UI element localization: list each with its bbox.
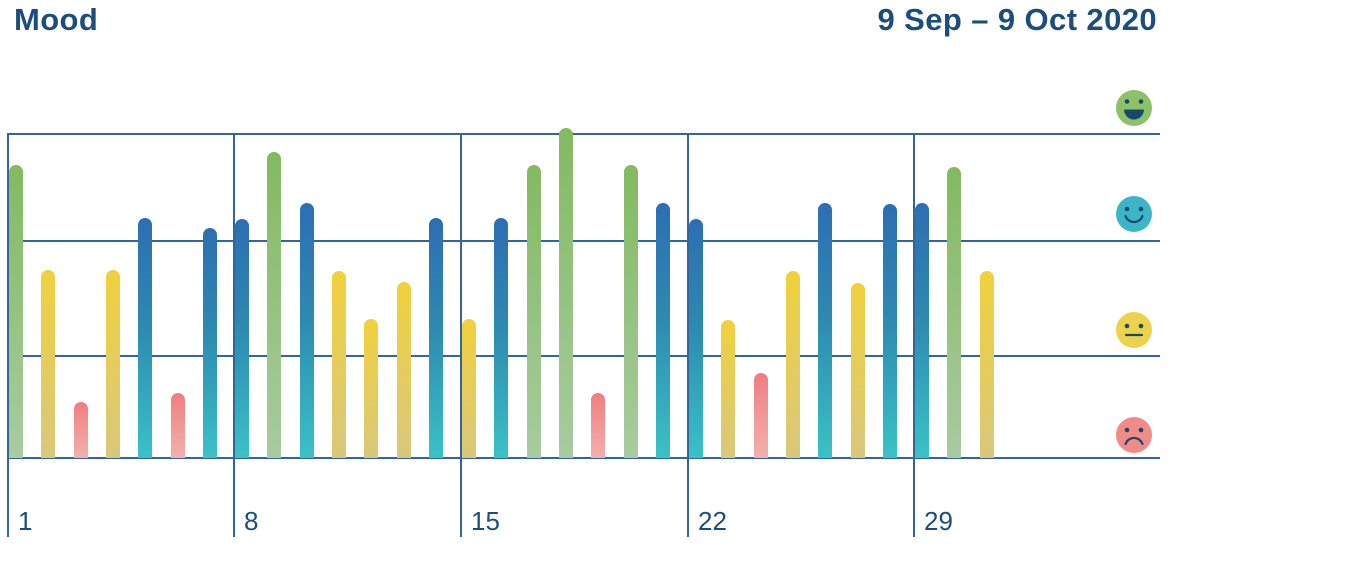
gridline-good-level [7, 240, 1160, 242]
week-divider-2 [233, 133, 235, 537]
mood-bar-day-24 [753, 372, 768, 458]
mood-bar-day-27 [850, 283, 865, 458]
mood-bar-day-2 [41, 270, 56, 458]
mood-chart [7, 128, 1160, 537]
mood-bar-day-6 [170, 393, 185, 458]
week-divider-3 [460, 133, 462, 537]
gridline-happy-level [7, 133, 1160, 135]
mood-bar-day-8 [235, 219, 249, 458]
week-label-8: 8 [244, 506, 259, 536]
week-label-15: 15 [471, 506, 500, 536]
date-range-label: 9 Sep – 9 Oct 2020 [877, 2, 1157, 37]
mood-bar-day-17 [526, 164, 541, 458]
mood-bar-day-7 [203, 228, 218, 458]
mood-bar-day-16 [494, 218, 509, 458]
mood-bar-day-15 [462, 319, 476, 458]
mood-bar-day-30 [947, 167, 962, 458]
mood-bar-day-11 [332, 271, 347, 458]
mood-bar-day-31 [979, 271, 994, 458]
week-label-22: 22 [698, 506, 727, 536]
smiling-face-icon [1116, 196, 1152, 232]
mood-bar-day-12 [364, 319, 379, 458]
mood-bar-day-26 [818, 202, 833, 458]
sad-face-icon [1116, 417, 1152, 453]
mood-bar-day-25 [786, 271, 801, 458]
week-divider-4 [687, 133, 689, 537]
gridline-neutral-level [7, 355, 1160, 357]
mood-legend [1112, 0, 1156, 575]
mood-bar-day-22 [689, 219, 703, 458]
mood-bar-day-1 [9, 164, 23, 458]
week-label-29: 29 [924, 506, 953, 536]
mood-bar-day-21 [656, 202, 671, 458]
week-label-1: 1 [18, 506, 33, 536]
mood-bar-day-14 [429, 218, 444, 458]
mood-bar-day-13 [396, 281, 411, 458]
mood-bar-day-23 [721, 319, 736, 458]
mood-bar-day-4 [106, 270, 121, 458]
mood-bar-day-19 [591, 393, 606, 458]
mood-bar-day-18 [559, 128, 574, 458]
happy-face-icon [1116, 90, 1152, 126]
neutral-face-icon [1116, 312, 1152, 348]
week-divider-1 [7, 133, 9, 537]
mood-bar-day-10 [299, 202, 314, 458]
mood-bar-day-29 [915, 202, 929, 458]
mood-bar-day-20 [623, 164, 638, 458]
mood-bar-day-9 [267, 151, 282, 458]
mood-bar-day-5 [138, 218, 153, 458]
gridline-baseline [7, 457, 1160, 459]
mood-bar-day-28 [883, 203, 898, 458]
week-divider-5 [913, 133, 915, 537]
mood-bar-day-3 [73, 401, 88, 458]
page-title: Mood [14, 2, 99, 37]
